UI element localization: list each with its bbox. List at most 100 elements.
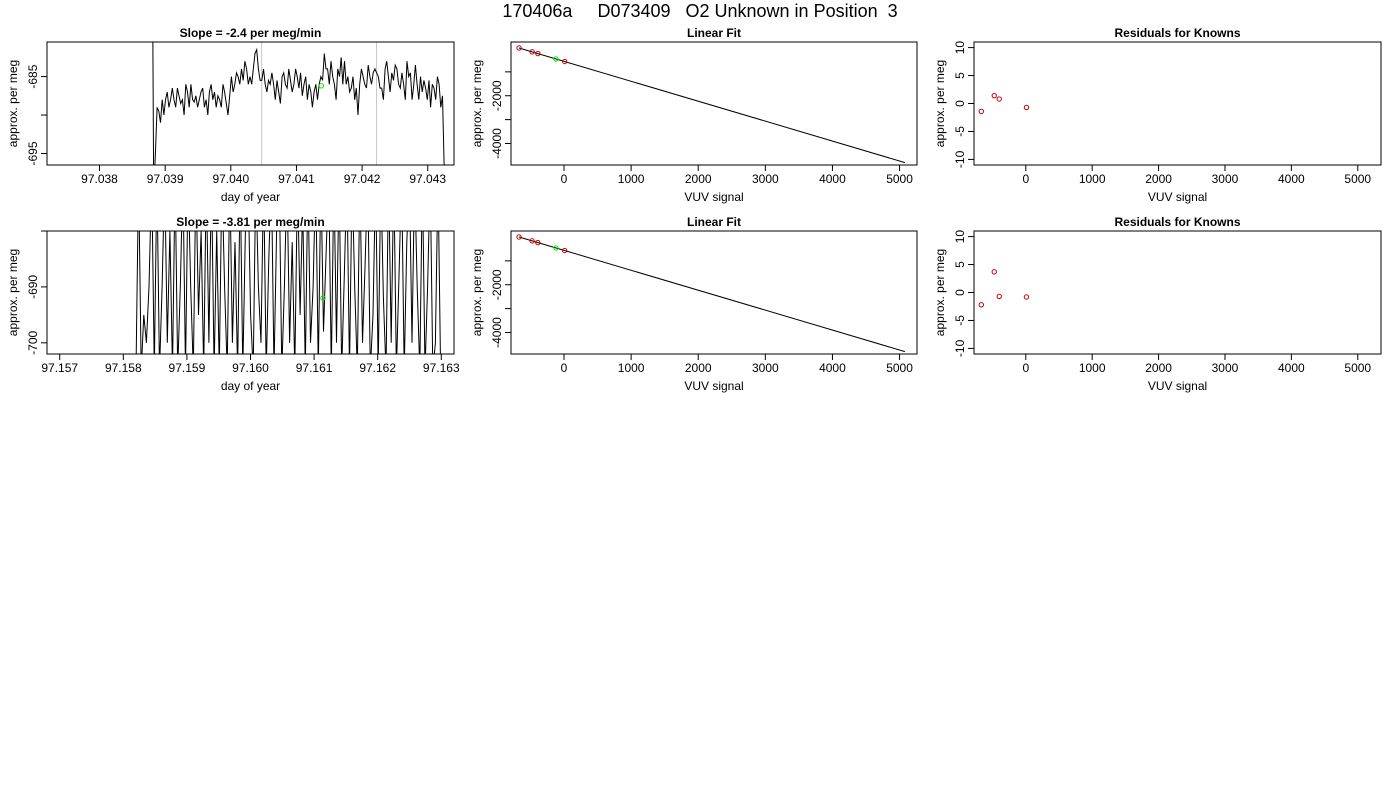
plot-frame [46, 230, 455, 355]
x-tick-label: 2000 [1145, 172, 1172, 186]
x-tick-label: 97.041 [278, 172, 315, 186]
x-tick-label: 3000 [1212, 172, 1239, 186]
plot-1: Slope = -2.4 per meg/min 97.038 97.039 97.0… [6, 26, 455, 204]
y-tick-label: 10 [953, 41, 967, 55]
x-tick-label: 5000 [886, 361, 913, 375]
y-tick-label: -5 [953, 315, 967, 326]
plot-title: Slope = -3.81 per meg/min [176, 215, 324, 229]
series-line [135, 231, 441, 354]
y-axis-label: approx. per meg [470, 249, 484, 336]
unknown-point [553, 56, 559, 62]
x-tick-label: 3000 [752, 172, 779, 186]
known-point [978, 302, 985, 308]
x-tick-label: 4000 [1278, 361, 1305, 375]
known-point [561, 58, 568, 65]
x-tick-label: 97.042 [344, 172, 381, 186]
x-tick-label: 0 [561, 172, 568, 186]
known-point [535, 50, 541, 57]
known-point [529, 49, 535, 55]
x-tick-label: 3000 [1212, 361, 1239, 375]
unknown-point [318, 83, 325, 89]
known-point [991, 269, 997, 275]
x-tick-label: 97.039 [147, 172, 184, 186]
plot-data [516, 234, 906, 353]
plot-3: Residuals for Knowns 0 1000 2000 3000 4000 500… [933, 26, 1382, 204]
x-tick-label: 4000 [819, 361, 846, 375]
plot-2: Linear Fit 0 1000 2000 3000 4000 5000 -4000 -200… [470, 26, 918, 204]
known-point [516, 234, 522, 240]
plot-data [978, 92, 1030, 115]
y-tick-label: -700 [26, 330, 40, 354]
x-tick-label: 0 [1022, 361, 1029, 375]
series-line [152, 42, 445, 165]
x-tick-label: 1000 [618, 172, 645, 186]
x-axis-label: VUV signal [1148, 379, 1207, 393]
x-axis-label: day of year [221, 190, 280, 204]
x-tick-label: 1000 [1079, 361, 1106, 375]
plot-title: Slope = -2.4 per meg/min [180, 26, 322, 40]
y-tick-label: -10 [953, 339, 967, 357]
plot-frame [510, 230, 918, 355]
y-axis-label: approx. per meg [6, 60, 20, 147]
known-point [516, 45, 522, 51]
x-tick-label: 97.043 [409, 172, 446, 186]
unknown-point [320, 295, 326, 301]
plot-frame [46, 41, 455, 166]
plot-title: Linear Fit [687, 26, 741, 40]
plot-title: Residuals for Knowns [1114, 215, 1240, 229]
x-axis-label: VUV signal [684, 190, 743, 204]
y-tick-label: 0 [953, 289, 967, 296]
y-tick-label: 10 [953, 230, 967, 244]
y-tick-label: -5 [953, 126, 967, 137]
plot-frame [973, 230, 1382, 355]
y-tick-label: 5 [953, 261, 967, 268]
x-tick-label: 1000 [618, 361, 645, 375]
page-title: 170406a D073409 O2 Unknown in Position 3 [502, 1, 898, 21]
fit-line [518, 47, 906, 164]
known-point [561, 247, 568, 254]
x-axis-label: VUV signal [684, 379, 743, 393]
x-tick-label: 4000 [1278, 172, 1305, 186]
y-tick-label: -2000 [490, 269, 504, 300]
x-tick-label: 4000 [819, 172, 846, 186]
x-tick-label: 5000 [1344, 172, 1371, 186]
x-tick-label: 5000 [886, 172, 913, 186]
x-tick-label: 2000 [685, 361, 712, 375]
y-tick-label: -10 [953, 150, 967, 168]
plot-frame [973, 41, 1382, 166]
known-point [535, 239, 541, 246]
y-tick-label: -690 [26, 275, 40, 299]
y-axis-label: approx. per meg [933, 60, 947, 147]
known-point [996, 293, 1002, 300]
y-axis-label: approx. per meg [470, 60, 484, 147]
known-point [996, 96, 1002, 102]
x-tick-label: 97.162 [359, 361, 396, 375]
x-axis-label: VUV signal [1148, 190, 1207, 204]
known-point [529, 238, 535, 244]
x-tick-label: 97.163 [423, 361, 460, 375]
plot-data [516, 45, 906, 164]
plot-data [978, 269, 1030, 308]
known-point [1023, 294, 1030, 300]
x-tick-label: 97.040 [212, 172, 249, 186]
x-tick-label: 3000 [752, 361, 779, 375]
x-tick-label: 97.159 [169, 361, 206, 375]
plot-data [135, 231, 441, 354]
unknown-point [553, 245, 559, 251]
y-tick-label: -685 [26, 64, 40, 88]
plot-title: Residuals for Knowns [1114, 26, 1240, 40]
y-tick-label: -4000 [490, 317, 504, 348]
plot-6: Residuals for Knowns 0 1000 2000 3000 4000 500… [933, 215, 1382, 393]
known-point [1023, 104, 1030, 111]
y-tick-label: -4000 [490, 128, 504, 159]
y-tick-label: -2000 [490, 80, 504, 111]
known-point [991, 92, 997, 99]
x-tick-label: 97.038 [81, 172, 118, 186]
y-axis-label: approx. per meg [933, 249, 947, 336]
y-axis-label: approx. per meg [6, 249, 20, 336]
plot-4: Slope = -3.81 per meg/min 97.157 97.158 97.… [6, 215, 460, 393]
x-tick-label: 97.161 [296, 361, 333, 375]
plot-frame [510, 41, 918, 166]
plot-5: Linear Fit 0 1000 2000 3000 4000 5000 -4000 -200… [470, 215, 918, 393]
